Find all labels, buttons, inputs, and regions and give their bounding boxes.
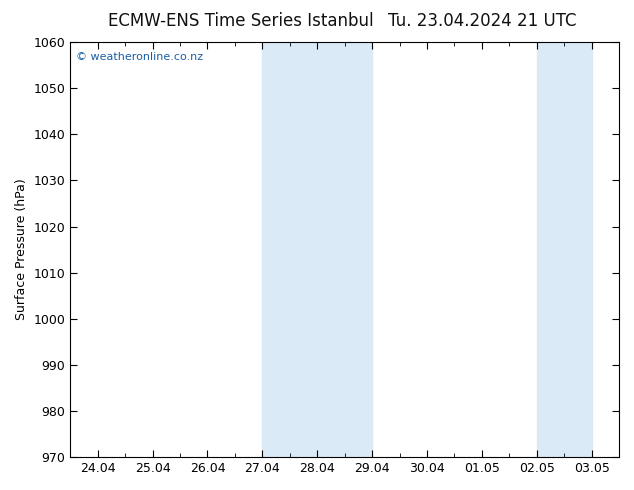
Bar bbox=[537, 42, 592, 457]
Bar bbox=[262, 42, 372, 457]
Text: Tu. 23.04.2024 21 UTC: Tu. 23.04.2024 21 UTC bbox=[387, 12, 576, 30]
Text: © weatheronline.co.nz: © weatheronline.co.nz bbox=[76, 52, 203, 62]
Text: ECMW-ENS Time Series Istanbul: ECMW-ENS Time Series Istanbul bbox=[108, 12, 373, 30]
Y-axis label: Surface Pressure (hPa): Surface Pressure (hPa) bbox=[15, 179, 28, 320]
